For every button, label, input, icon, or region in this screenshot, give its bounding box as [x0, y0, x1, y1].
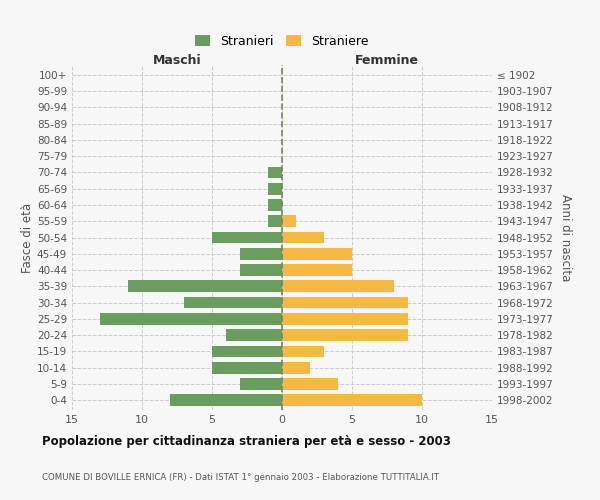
Bar — [268, 166, 282, 178]
Bar — [240, 248, 282, 260]
Bar — [240, 264, 282, 276]
Text: COMUNE DI BOVILLE ERNICA (FR) - Dati ISTAT 1° gennaio 2003 - Elaborazione TUTTIT: COMUNE DI BOVILLE ERNICA (FR) - Dati IST… — [42, 472, 439, 482]
Bar — [128, 280, 282, 292]
Bar — [268, 216, 282, 227]
Bar — [282, 232, 324, 243]
Bar — [282, 280, 394, 292]
Bar — [282, 362, 310, 374]
Y-axis label: Anni di nascita: Anni di nascita — [559, 194, 572, 281]
Bar — [170, 394, 282, 406]
Text: Maschi: Maschi — [152, 54, 202, 66]
Bar — [282, 264, 352, 276]
Bar — [282, 313, 408, 324]
Text: Popolazione per cittadinanza straniera per età e sesso - 2003: Popolazione per cittadinanza straniera p… — [42, 435, 451, 448]
Bar — [282, 330, 408, 341]
Bar — [282, 248, 352, 260]
Bar — [282, 296, 408, 308]
Bar — [268, 183, 282, 194]
Bar — [282, 394, 422, 406]
Bar — [212, 362, 282, 374]
Bar — [240, 378, 282, 390]
Bar — [268, 199, 282, 211]
Bar — [212, 232, 282, 243]
Bar — [226, 330, 282, 341]
Bar — [212, 346, 282, 358]
Text: Femmine: Femmine — [355, 54, 419, 66]
Bar — [282, 216, 296, 227]
Bar — [282, 346, 324, 358]
Bar — [184, 296, 282, 308]
Bar — [282, 378, 338, 390]
Legend: Stranieri, Straniere: Stranieri, Straniere — [190, 30, 374, 53]
Y-axis label: Fasce di età: Fasce di età — [21, 202, 34, 272]
Bar — [100, 313, 282, 324]
